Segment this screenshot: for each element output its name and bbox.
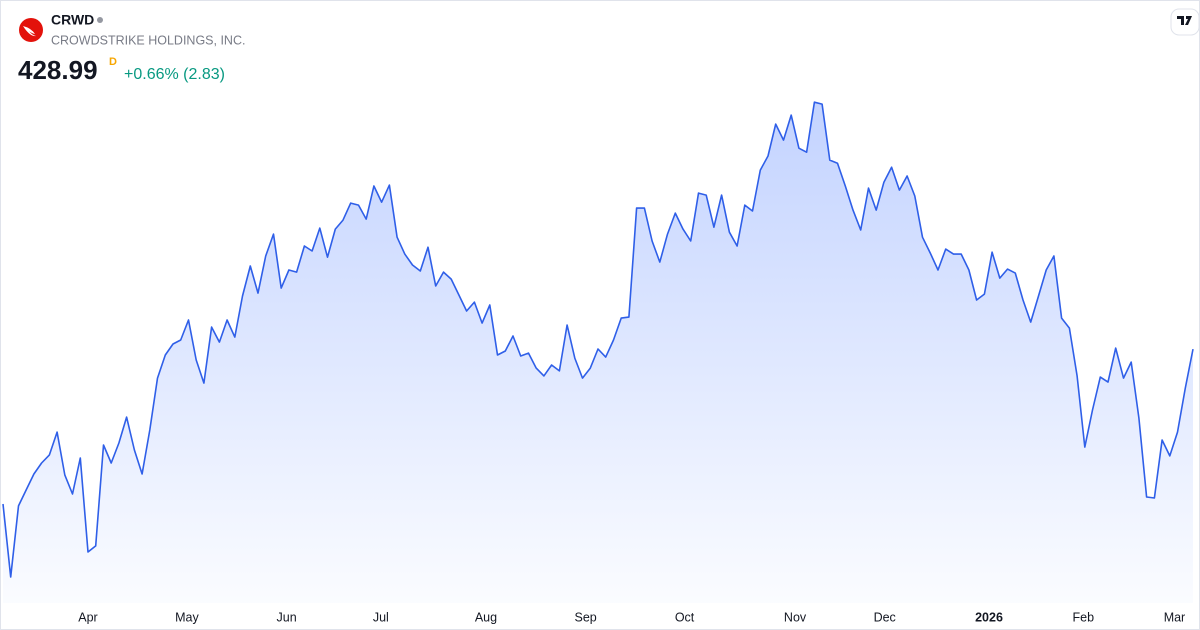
x-tick-label: May [175, 610, 199, 624]
status-dot [97, 17, 103, 23]
x-tick-label: Apr [78, 610, 97, 624]
interval: D [109, 56, 117, 68]
x-tick-label: Jul [373, 610, 389, 624]
plot [2, 101, 1194, 603]
price-line [2, 101, 1194, 578]
tv-logo [1170, 8, 1200, 36]
area [3, 102, 1193, 603]
x-tick-label: Dec [874, 610, 896, 624]
x-tick-label: Mar [1164, 610, 1186, 624]
x-tick-label: Feb [1072, 610, 1094, 624]
change: +0.66% (2.83) [124, 66, 225, 83]
x-tick-label: Oct [675, 610, 695, 624]
company: CROWDSTRIKE HOLDINGS, INC. [51, 33, 245, 47]
logo-mark [23, 26, 36, 37]
x-tick-label: Nov [784, 610, 807, 624]
x-tick-label: Sep [575, 610, 597, 624]
x-tick-label: Jun [277, 610, 297, 624]
x-tick-label: Aug [475, 610, 497, 624]
price: 428.99 [18, 55, 98, 85]
x-tick-label: 2026 [975, 610, 1003, 624]
symbol: CRWD [51, 12, 94, 28]
